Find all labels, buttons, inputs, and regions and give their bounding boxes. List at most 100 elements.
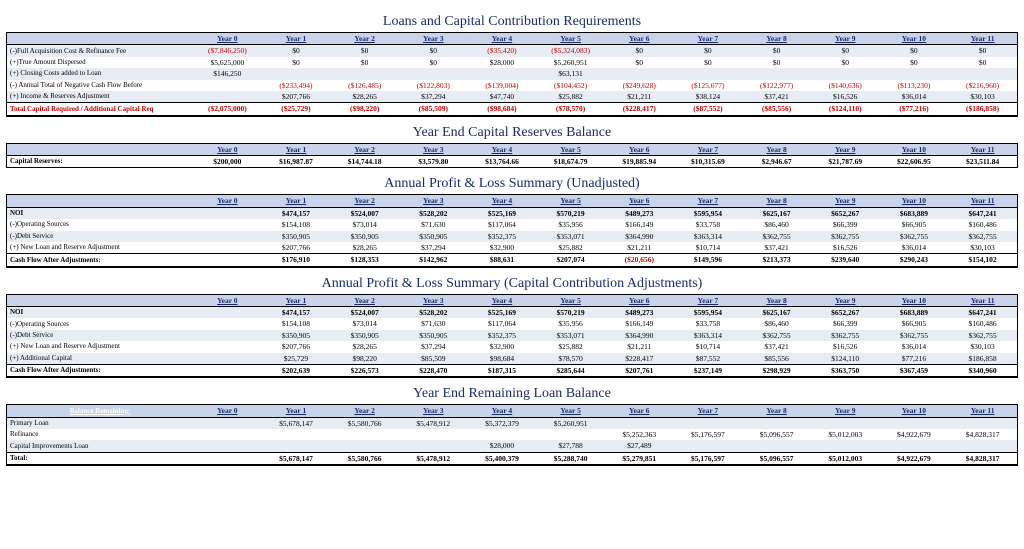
cell: $37,421 bbox=[742, 341, 811, 352]
total-cell: ($186,858) bbox=[948, 103, 1017, 115]
cell: $28,265 bbox=[330, 91, 399, 103]
cell: $362,755 bbox=[948, 330, 1017, 341]
cell: $146,250 bbox=[193, 68, 262, 79]
year-header-9: Year 9 bbox=[811, 33, 880, 45]
cell: $0 bbox=[674, 45, 743, 57]
cell: $124,110 bbox=[811, 353, 880, 365]
year-header-8: Year 8 bbox=[742, 405, 811, 417]
cell: $35,956 bbox=[536, 219, 605, 230]
total-cell: $5,678,147 bbox=[262, 452, 331, 464]
cell: $85,509 bbox=[399, 353, 468, 365]
total-cell: $237,149 bbox=[674, 364, 743, 376]
row-label: (+) New Loan and Reserve Adjustment bbox=[7, 242, 193, 254]
cell bbox=[880, 417, 949, 429]
cell: $353,071 bbox=[536, 231, 605, 242]
total-cell: $4,922,679 bbox=[880, 452, 949, 464]
cell bbox=[262, 440, 331, 452]
cell bbox=[193, 330, 262, 341]
cell: ($113,230) bbox=[880, 80, 949, 91]
cell: $32,900 bbox=[468, 242, 537, 254]
cell: $71,630 bbox=[399, 318, 468, 329]
total-cell: $363,750 bbox=[811, 364, 880, 376]
row-label-header: Balance Remaining: bbox=[7, 405, 193, 417]
year-header-2: Year 2 bbox=[330, 294, 399, 306]
cell: $25,882 bbox=[536, 91, 605, 103]
cell: $166,149 bbox=[605, 318, 674, 329]
year-header-4: Year 4 bbox=[468, 143, 537, 155]
cell: $37,421 bbox=[742, 242, 811, 254]
row-label: (-)Full Acquisition Cost & Refinance Fee bbox=[7, 45, 193, 57]
cell: $10,714 bbox=[674, 341, 743, 352]
year-header-6: Year 6 bbox=[605, 195, 674, 207]
cell: $21,211 bbox=[605, 341, 674, 352]
cell: $2,946.67 bbox=[742, 156, 811, 168]
cell: $362,755 bbox=[742, 231, 811, 242]
year-header-1: Year 1 bbox=[262, 143, 331, 155]
year-header-11: Year 11 bbox=[948, 294, 1017, 306]
cell: $595,954 bbox=[674, 207, 743, 219]
cell: $5,260,951 bbox=[536, 57, 605, 68]
cell: $350,905 bbox=[399, 330, 468, 341]
row-label: Refinance bbox=[7, 429, 193, 440]
table-pl-unadj: Year 0Year 1Year 2Year 3Year 4Year 5Year… bbox=[6, 194, 1018, 267]
cell: $66,399 bbox=[811, 318, 880, 329]
cell: $350,905 bbox=[262, 231, 331, 242]
cell: $362,755 bbox=[742, 330, 811, 341]
cell: $33,758 bbox=[674, 219, 743, 230]
year-header-1: Year 1 bbox=[262, 195, 331, 207]
cell bbox=[674, 440, 743, 452]
cell: $0 bbox=[811, 57, 880, 68]
year-header-2: Year 2 bbox=[330, 143, 399, 155]
cell: $33,758 bbox=[674, 318, 743, 329]
cell: $154,108 bbox=[262, 219, 331, 230]
cell: $364,990 bbox=[605, 231, 674, 242]
cell: $117,064 bbox=[468, 219, 537, 230]
cell: $21,211 bbox=[605, 91, 674, 103]
total-cell: $5,176,597 bbox=[674, 452, 743, 464]
cell bbox=[330, 440, 399, 452]
total-cell: $149,596 bbox=[674, 254, 743, 266]
total-label: Total: bbox=[7, 452, 193, 464]
cell: $186,858 bbox=[948, 353, 1017, 365]
row-label-header bbox=[7, 33, 193, 45]
cell: $352,375 bbox=[468, 231, 537, 242]
row-label: (-)Debt Service bbox=[7, 330, 193, 341]
year-header-3: Year 3 bbox=[399, 195, 468, 207]
row-label: (-) Annual Total of Negative Cash Flow B… bbox=[7, 80, 193, 91]
cell: $200,000 bbox=[193, 156, 262, 168]
cell: $363,314 bbox=[674, 231, 743, 242]
year-header-11: Year 11 bbox=[948, 195, 1017, 207]
total-cell: $4,828,317 bbox=[948, 452, 1017, 464]
cell: $5,372,379 bbox=[468, 417, 537, 429]
total-cell: $176,910 bbox=[262, 254, 331, 266]
total-cell: $5,279,851 bbox=[605, 452, 674, 464]
total-cell: $142,962 bbox=[399, 254, 468, 266]
cell bbox=[811, 417, 880, 429]
year-header-7: Year 7 bbox=[674, 33, 743, 45]
total-cell: ($77,216) bbox=[880, 103, 949, 115]
year-header-9: Year 9 bbox=[811, 294, 880, 306]
cell: $0 bbox=[605, 45, 674, 57]
year-header-10: Year 10 bbox=[880, 405, 949, 417]
cell: $350,905 bbox=[262, 330, 331, 341]
total-cell: $226,573 bbox=[330, 364, 399, 376]
cell: ($125,677) bbox=[674, 80, 743, 91]
cell: $570,219 bbox=[536, 207, 605, 219]
cell: $37,294 bbox=[399, 242, 468, 254]
year-header-11: Year 11 bbox=[948, 33, 1017, 45]
total-cell: ($85,509) bbox=[399, 103, 468, 115]
cell: $528,202 bbox=[399, 307, 468, 319]
total-cell: ($78,570) bbox=[536, 103, 605, 115]
total-cell: ($98,684) bbox=[468, 103, 537, 115]
cell: $85,556 bbox=[742, 353, 811, 365]
row-label: (+) Additional Capital bbox=[7, 353, 193, 365]
cell: ($249,628) bbox=[605, 80, 674, 91]
cell: $207,766 bbox=[262, 91, 331, 103]
year-header-7: Year 7 bbox=[674, 405, 743, 417]
cell: $570,219 bbox=[536, 307, 605, 319]
year-header-0: Year 0 bbox=[193, 33, 262, 45]
cell: $0 bbox=[674, 57, 743, 68]
year-header-5: Year 5 bbox=[536, 143, 605, 155]
row-label: Capital Improvements Loan bbox=[7, 440, 193, 452]
total-cell: $285,644 bbox=[536, 364, 605, 376]
